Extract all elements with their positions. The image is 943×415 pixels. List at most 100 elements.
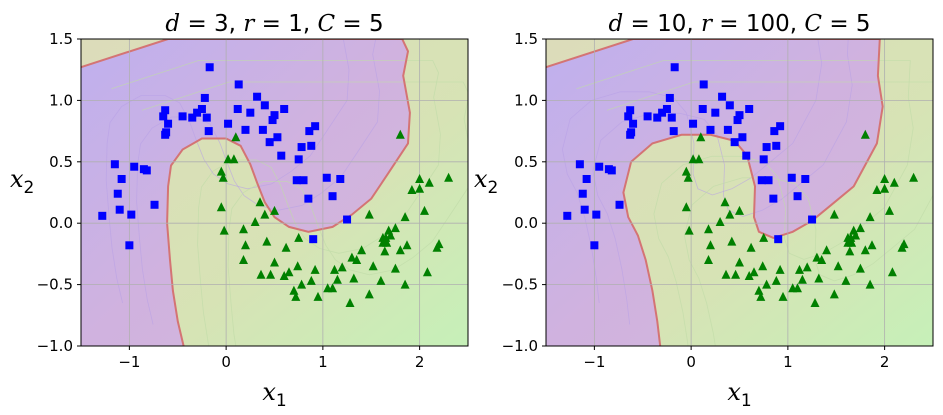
data-point-triangle <box>386 230 396 240</box>
data-point-triangle <box>310 264 320 274</box>
data-point-triangle <box>218 172 228 182</box>
axes-frame <box>545 38 934 347</box>
data-point-square <box>98 211 107 220</box>
data-point-square <box>260 101 269 110</box>
data-point-square <box>307 141 316 150</box>
data-point-triangle <box>855 263 865 273</box>
data-point-square <box>233 104 242 113</box>
chart-title: d = 3, r = 1, C = 5 <box>165 11 383 37</box>
data-point-square <box>738 133 747 142</box>
chart-title: d = 10, r = 100, C = 5 <box>608 11 870 37</box>
title-part: r <box>701 11 714 37</box>
title-part: = 10, <box>623 11 701 37</box>
data-point-triangle <box>688 154 698 164</box>
data-point-triangle <box>725 209 735 219</box>
data-point-square <box>698 104 707 113</box>
contour-line-a-2 <box>105 39 350 304</box>
data-point-triangle <box>829 289 839 299</box>
data-point-triangle <box>279 271 289 280</box>
data-point-square <box>311 122 320 131</box>
y-tick-label: 1.5 <box>514 30 538 48</box>
title-part: C <box>804 11 822 37</box>
plot-panel-1: −1 0 1 2 −1.0 −0.5 0.0 0.5 1.0 1.5 d = 3, r = 1, C… <box>10 11 469 411</box>
data-point-triangle <box>683 172 693 182</box>
data-point-square <box>343 215 352 224</box>
data-point-square <box>150 200 159 209</box>
data-point-square <box>626 106 635 115</box>
data-point-triangle <box>444 172 454 182</box>
data-point-triangle <box>281 242 291 252</box>
data-point-triangle <box>270 257 279 267</box>
data-point-square <box>629 119 638 128</box>
data-point-square <box>117 174 126 183</box>
data-point-square <box>626 130 635 139</box>
data-point-square <box>161 106 170 115</box>
data-point-triangle <box>758 261 768 271</box>
data-point-triangle <box>390 263 400 273</box>
data-point-square <box>328 192 337 201</box>
data-point-triangle <box>735 205 744 215</box>
y-tick-label: 0.0 <box>49 214 73 232</box>
data-point-triangle <box>328 283 338 293</box>
data-point-square <box>592 210 601 219</box>
data-point-triangle <box>256 269 266 279</box>
y-tick-label: −1.0 <box>502 337 538 355</box>
data-point-square <box>787 173 796 182</box>
data-point-triangle <box>380 246 390 256</box>
title-part: r <box>243 11 256 37</box>
data-point-square <box>130 162 139 171</box>
data-point-square <box>188 113 197 122</box>
data-point-square <box>653 113 662 122</box>
data-point-square <box>770 127 779 136</box>
y-axis-label-var: x <box>10 165 24 193</box>
data-point-square <box>578 189 587 198</box>
data-point-square <box>253 92 262 101</box>
y-axis-label-sub: 2 <box>24 178 35 198</box>
data-point-triangle <box>390 223 400 233</box>
data-point-square <box>178 112 187 121</box>
data-point-square <box>607 166 616 175</box>
y-axis-label: x2 <box>10 165 34 198</box>
data-point-square <box>197 104 206 113</box>
data-point-triangle <box>795 264 804 274</box>
y-axis-label: x2 <box>474 165 498 198</box>
plot-area <box>546 39 933 346</box>
y-axis-label-sub: 2 <box>488 178 499 198</box>
data-point-square <box>658 108 667 117</box>
data-point-triangle <box>817 255 827 264</box>
contour-line-a-1 <box>592 39 853 325</box>
data-point-square <box>793 192 802 201</box>
x-tick-label: −1 <box>583 353 605 371</box>
data-point-triangle <box>855 223 865 233</box>
data-point-triangle <box>415 174 425 183</box>
data-point-triangle <box>357 245 367 255</box>
data-point-triangle <box>306 275 316 285</box>
data-point-square <box>159 112 168 121</box>
data-point-square <box>305 127 314 136</box>
data-point-square <box>224 119 233 128</box>
data-point-triangle <box>241 240 250 250</box>
data-point-triangle <box>216 166 226 176</box>
data-point-triangle <box>231 132 241 142</box>
decision-boundary <box>81 39 411 346</box>
data-point-triangle <box>250 217 260 226</box>
data-point-triangle <box>880 174 890 183</box>
data-point-square <box>772 141 781 150</box>
data-point-triangle <box>860 245 870 255</box>
data-point-triangle <box>313 291 323 301</box>
data-point-triangle <box>812 252 822 262</box>
data-point-triangle <box>364 289 374 299</box>
data-point-square <box>762 143 771 152</box>
data-point-triangle <box>843 237 853 247</box>
data-point-triangle <box>706 240 715 250</box>
data-point-triangle <box>681 166 691 176</box>
data-point-square <box>205 63 214 72</box>
data-point-square <box>277 151 286 160</box>
data-point-triangle <box>289 285 299 295</box>
data-point-triangle <box>345 298 355 307</box>
data-point-square <box>689 119 698 128</box>
data-point-triangle <box>754 285 764 295</box>
contour-line-b-1 <box>111 60 441 346</box>
data-point-triangle <box>744 271 754 280</box>
